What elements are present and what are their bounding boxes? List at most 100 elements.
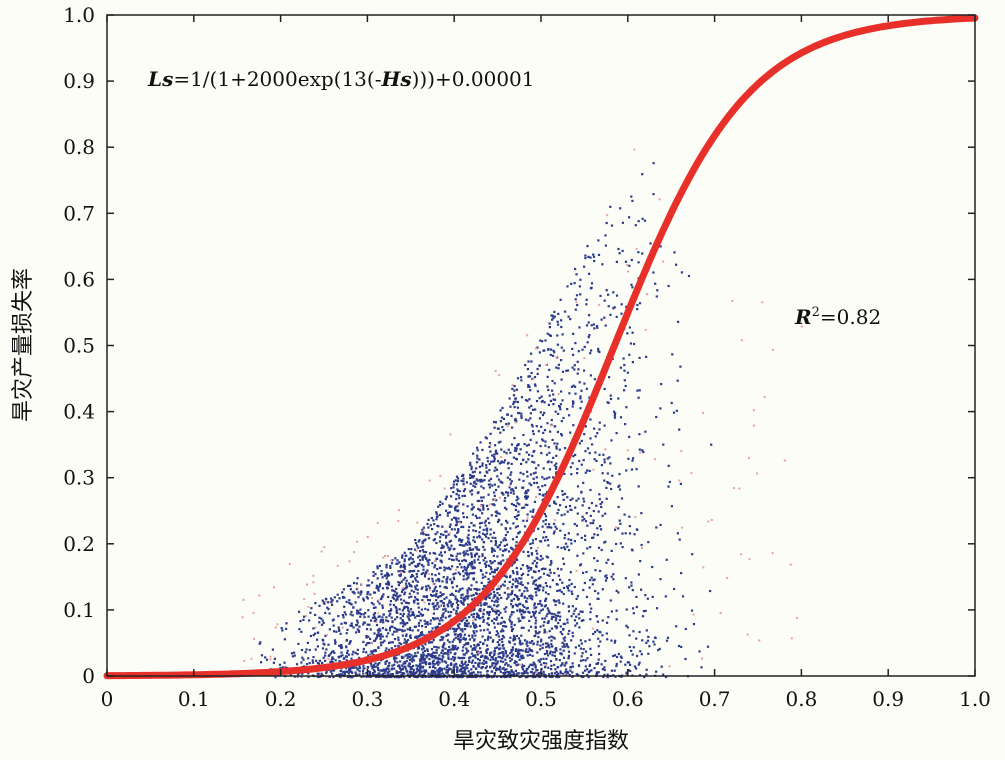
scatter-point [578, 326, 581, 329]
scatter-point [521, 654, 524, 657]
scatter-point [555, 366, 558, 369]
outlier-point [733, 487, 735, 490]
scatter-point [582, 459, 585, 462]
scatter-point [408, 582, 411, 585]
scatter-point [615, 664, 618, 668]
scatter-point [621, 249, 624, 252]
scatter-point [504, 658, 507, 661]
scatter-point [617, 485, 620, 488]
scatter-point [642, 610, 645, 613]
scatter-point [322, 621, 325, 625]
scatter-point [510, 480, 513, 483]
scatter-point [501, 426, 504, 429]
scatter-point [539, 411, 542, 414]
scatter-point [493, 560, 496, 563]
scatter-point [460, 540, 463, 543]
scatter-point [416, 563, 420, 566]
scatter-point [520, 672, 523, 675]
scatter-point [316, 638, 319, 641]
scatter-point [444, 536, 448, 539]
scatter-point [461, 656, 464, 659]
scatter-point [592, 519, 595, 522]
scatter-point [425, 654, 428, 657]
scatter-point [475, 625, 478, 628]
outlier-point [710, 519, 713, 521]
scatter-point [564, 542, 568, 545]
scatter-point [437, 625, 440, 628]
scatter-point [482, 496, 485, 499]
scatter-point [305, 648, 308, 651]
scatter-point [441, 638, 444, 641]
scatter-point [563, 645, 566, 648]
scatter-point [544, 484, 547, 487]
scatter-point [550, 668, 553, 671]
scatter-point [320, 617, 323, 620]
scatter-point [298, 628, 301, 631]
scatter-point [535, 476, 538, 479]
scatter-point [431, 665, 435, 669]
scatter-point [518, 452, 521, 456]
scatter-point [493, 494, 496, 497]
scatter-point [442, 612, 445, 615]
scatter-point [291, 655, 294, 658]
scatter-point [562, 349, 565, 352]
scatter-point [588, 272, 591, 275]
scatter-point [544, 604, 547, 607]
scatter-point [525, 491, 528, 495]
scatter-point [555, 627, 558, 630]
scatter-point [613, 306, 616, 309]
scatter-point [464, 572, 467, 575]
scatter-point [278, 663, 282, 666]
scatter-point [356, 648, 359, 651]
scatter-point [397, 664, 400, 668]
scatter-point [575, 294, 579, 297]
scatter-point [371, 581, 374, 584]
scatter-point [307, 675, 310, 678]
scatter-point [332, 624, 335, 627]
scatter-point [494, 444, 497, 447]
scatter-point [527, 375, 530, 378]
scatter-point [356, 612, 359, 615]
scatter-point [634, 224, 637, 227]
scatter-point [535, 556, 538, 559]
scatter-point [628, 532, 632, 535]
scatter-point [562, 562, 566, 565]
scatter-point [546, 652, 549, 655]
scatter-point [593, 557, 596, 560]
scatter-point [478, 647, 482, 650]
scatter-point [355, 609, 359, 612]
scatter-point [502, 539, 505, 542]
scatter-point [525, 648, 528, 651]
scatter-point [512, 634, 516, 638]
scatter-point [541, 476, 544, 479]
outlier-point [356, 540, 359, 543]
outlier-point [376, 521, 379, 524]
scatter-point [631, 549, 634, 552]
scatter-point [644, 430, 647, 433]
scatter-point [332, 618, 335, 621]
scatter-point [473, 559, 476, 562]
scatter-point [522, 486, 525, 489]
scatter-point [603, 316, 606, 319]
scatter-point [470, 594, 473, 597]
scatter-point [472, 536, 475, 539]
scatter-point [600, 548, 603, 552]
scatter-point [472, 565, 475, 568]
scatter-point [495, 514, 498, 517]
scatter-point [588, 638, 591, 641]
scatter-point [471, 476, 474, 479]
scatter-point [470, 476, 473, 479]
scatter-point [462, 570, 465, 573]
scatter-point [584, 254, 587, 257]
scatter-point [405, 579, 408, 582]
scatter-point [462, 477, 465, 480]
scatter-point [398, 666, 401, 669]
scatter-point [393, 597, 396, 600]
scatter-point [421, 661, 424, 664]
scatter-point [600, 528, 603, 531]
scatter-point [553, 663, 556, 666]
scatter-point [327, 643, 330, 646]
scatter-point [473, 608, 476, 611]
scatter-point [645, 641, 648, 644]
scatter-point [509, 665, 512, 668]
